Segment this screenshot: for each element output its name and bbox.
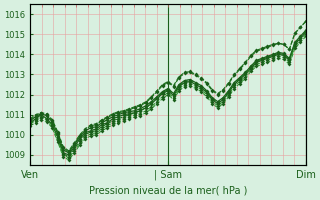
X-axis label: Pression niveau de la mer( hPa ): Pression niveau de la mer( hPa ) bbox=[89, 186, 247, 196]
